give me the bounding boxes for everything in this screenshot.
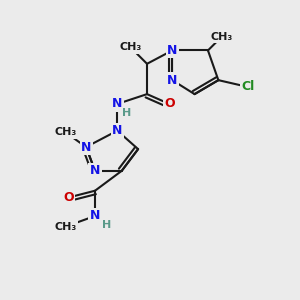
Text: N: N [90,209,100,223]
Text: N: N [167,44,178,57]
Text: N: N [167,74,178,87]
Text: CH₃: CH₃ [54,222,76,232]
Text: Cl: Cl [242,80,255,94]
Text: CH₃: CH₃ [120,43,142,52]
Text: O: O [63,191,74,204]
Text: H: H [102,220,112,230]
Text: O: O [164,98,175,110]
Text: N: N [112,98,122,110]
Text: N: N [112,124,122,137]
Text: CH₃: CH₃ [210,32,232,42]
Text: N: N [90,164,100,177]
Text: N: N [81,140,91,154]
Text: H: H [122,108,131,118]
Text: CH₃: CH₃ [54,127,76,137]
